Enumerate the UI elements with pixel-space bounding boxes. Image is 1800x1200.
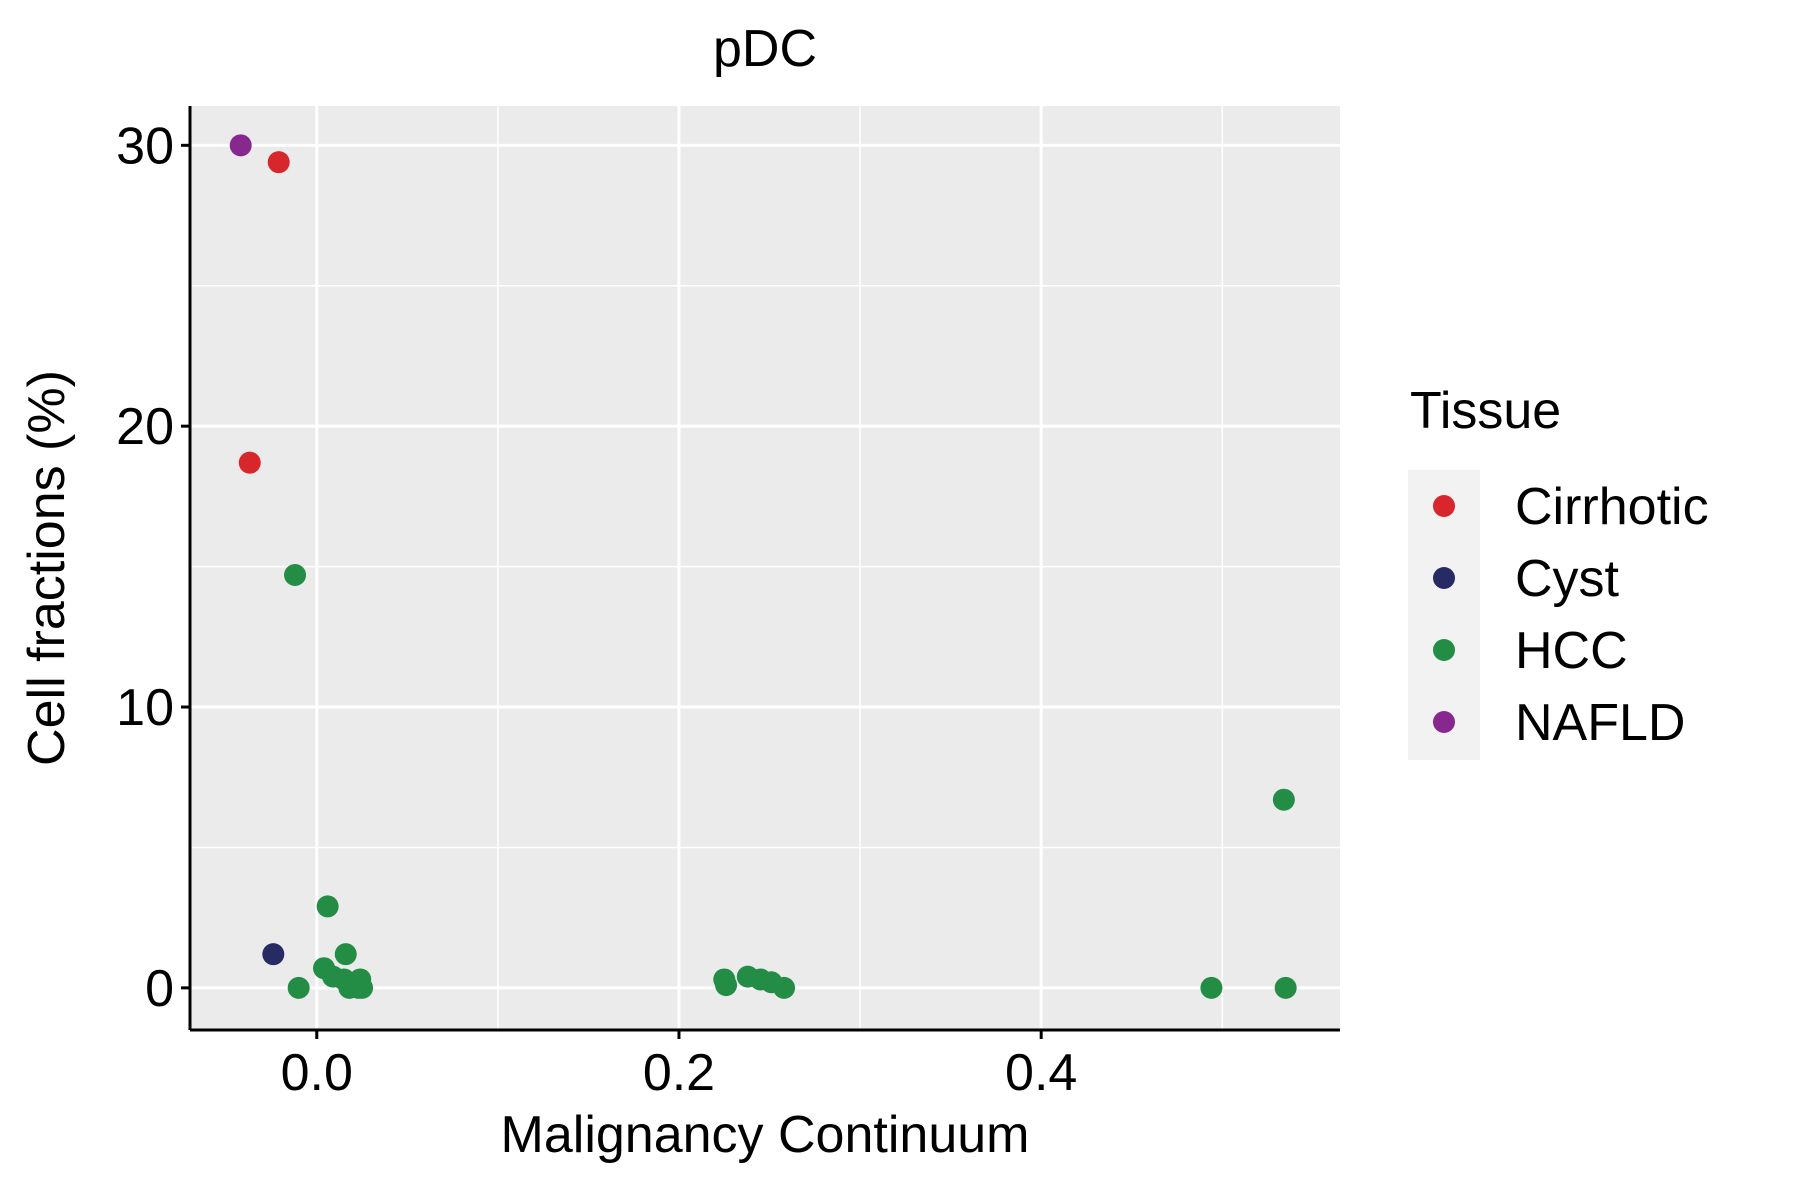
data-point-hcc bbox=[351, 976, 374, 999]
legend: Tissue Cirrhotic Cyst HCC NAFLD bbox=[1408, 382, 1709, 760]
x-axis-label: Malignancy Continuum bbox=[501, 1106, 1030, 1164]
data-point-cirrhotic bbox=[238, 451, 261, 474]
x-tick-label: 0.4 bbox=[1005, 1044, 1077, 1102]
legend-label-cirrhotic: Cirrhotic bbox=[1515, 478, 1709, 536]
y-axis-ticks: 0 10 20 30 bbox=[116, 117, 190, 1018]
y-axis-label: Cell fractions (%) bbox=[18, 370, 76, 766]
legend-swatch-cyst bbox=[1433, 567, 1455, 589]
y-tick-label: 20 bbox=[116, 398, 174, 456]
minor-gridlines bbox=[190, 106, 1340, 1030]
data-point-hcc bbox=[284, 564, 307, 587]
legend-swatch-hcc bbox=[1433, 639, 1455, 661]
legend-label-nafld: NAFLD bbox=[1515, 694, 1685, 752]
data-point-hcc bbox=[1200, 976, 1223, 999]
data-point-hcc bbox=[334, 943, 357, 966]
legend-title: Tissue bbox=[1410, 382, 1561, 440]
legend-swatch-cirrhotic bbox=[1433, 495, 1455, 517]
data-point-hcc bbox=[1274, 976, 1297, 999]
legend-label-cyst: Cyst bbox=[1515, 550, 1620, 608]
legend-swatch-nafld bbox=[1433, 711, 1455, 733]
y-tick-label: 30 bbox=[116, 117, 174, 175]
x-axis-ticks: 0.0 0.2 0.4 bbox=[281, 1030, 1077, 1102]
data-point-hcc bbox=[316, 895, 339, 918]
data-point-nafld bbox=[229, 134, 252, 157]
y-tick-label: 10 bbox=[116, 679, 174, 737]
data-point-hcc bbox=[773, 976, 796, 999]
plot-panel bbox=[190, 106, 1340, 1030]
y-tick-label: 0 bbox=[145, 960, 174, 1018]
x-tick-label: 0.0 bbox=[281, 1044, 353, 1102]
data-point-hcc bbox=[715, 974, 738, 997]
legend-entries: Cirrhotic Cyst HCC NAFLD bbox=[1433, 478, 1709, 752]
x-tick-label: 0.2 bbox=[643, 1044, 715, 1102]
data-point-hcc bbox=[1272, 788, 1295, 811]
data-point-cyst bbox=[262, 943, 285, 966]
legend-label-hcc: HCC bbox=[1515, 622, 1628, 680]
chart-title: pDC bbox=[713, 20, 817, 78]
data-point-hcc bbox=[287, 976, 310, 999]
major-gridlines bbox=[190, 106, 1340, 1030]
data-point-cirrhotic bbox=[267, 151, 290, 174]
data-points bbox=[229, 134, 1297, 999]
